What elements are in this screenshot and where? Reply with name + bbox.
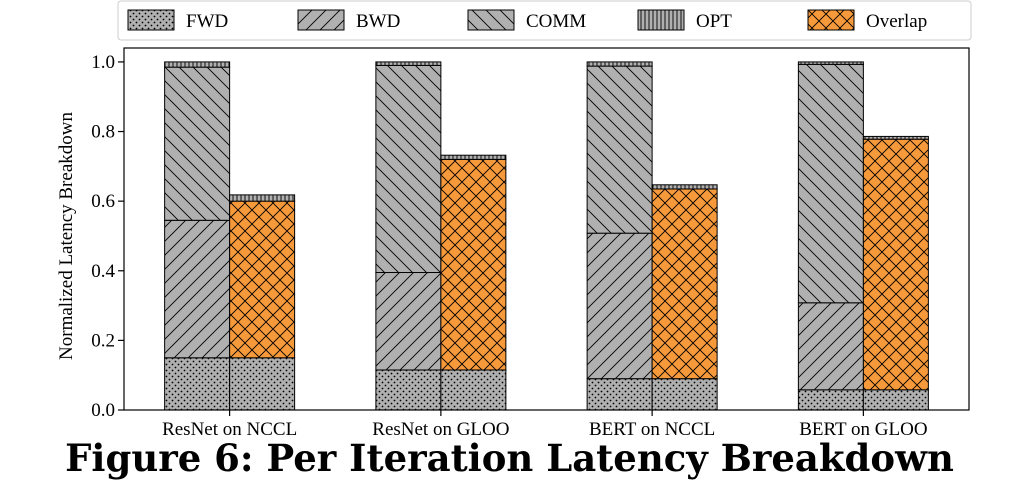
legend-label-opt: OPT: [696, 11, 732, 32]
overlap-bar-opt-segment: [440, 154, 507, 160]
overlap-bar-opt-segment: [229, 194, 296, 202]
sequential-bar-fwd-segment: [164, 357, 231, 411]
legend-label-fwd: FWD: [186, 11, 228, 32]
y-axis-label: Normalized Latency Breakdown: [56, 112, 77, 360]
sequential-bar-opt-segment: [164, 61, 231, 68]
x-ticks: ResNet on NCCL ResNet on GLOO BERT on NCCL…: [162, 410, 928, 436]
bars: [164, 61, 929, 411]
overlap-bar-fwd-segment: [229, 357, 296, 411]
sequential-bar-comm-segment: [164, 66, 231, 221]
y-tick-label: 0.8: [91, 122, 115, 143]
overlap-bar-fwd-segment: [651, 378, 718, 411]
legend: FWD BWD COMM OPT Overlap: [127, 9, 927, 32]
overlap-bar-overlap-segment: [229, 200, 296, 359]
overlap-bar-fwd-segment: [862, 389, 929, 411]
y-ticks: 0.0 0.2 0.4 0.6 0.8 1.0: [91, 52, 124, 421]
y-tick-label: 0.2: [91, 330, 115, 351]
figure-caption: Figure 6: Per Iteration Latency Breakdow…: [65, 436, 954, 480]
legend-label-overlap: Overlap: [866, 11, 927, 32]
chart: FWD BWD COMM OPT Overlap Normalized Latency …: [56, 0, 972, 436]
sequential-bar-fwd-segment: [797, 389, 864, 411]
legend-swatch-opt: [637, 9, 685, 31]
x-tick-label: ResNet on GLOO: [372, 419, 509, 436]
legend-label-bwd: BWD: [356, 11, 400, 32]
sequential-bar-opt-segment: [797, 61, 864, 65]
plot-frame: [123, 47, 970, 411]
x-tick-label: BERT on GLOO: [799, 419, 927, 436]
sequential-bar-comm-segment: [586, 65, 653, 234]
sequential-bar-fwd-segment: [586, 378, 653, 411]
x-tick-label: ResNet on NCCL: [162, 419, 297, 436]
sequential-bar-fwd-segment: [375, 369, 442, 411]
overlap-bar-opt-segment: [651, 184, 718, 190]
y-tick-label: 1.0: [91, 52, 115, 73]
sequential-bar-opt-segment: [586, 61, 653, 67]
sequential-bar-bwd-segment: [375, 272, 442, 371]
legend-swatch-fwd: [127, 9, 175, 31]
y-tick-label: 0.0: [91, 400, 115, 421]
y-tick-label: 0.4: [91, 261, 115, 282]
overlap-bar-overlap-segment: [440, 158, 507, 371]
sequential-bar-opt-segment: [375, 61, 442, 66]
legend-swatch-comm: [467, 9, 515, 31]
overlap-bar-opt-segment: [862, 135, 929, 140]
overlap-bar-overlap-segment: [651, 188, 718, 380]
legend-swatch-bwd: [297, 9, 345, 31]
sequential-bar-bwd-segment: [797, 302, 864, 391]
sequential-bar-comm-segment: [797, 63, 864, 304]
sequential-bar-bwd-segment: [164, 219, 231, 359]
overlap-bar-overlap-segment: [862, 138, 929, 391]
overlap-bar-fwd-segment: [440, 369, 507, 411]
x-tick-label: BERT on NCCL: [589, 419, 715, 436]
y-tick-label: 0.6: [91, 191, 115, 212]
sequential-bar-comm-segment: [375, 64, 442, 274]
sequential-bar-bwd-segment: [586, 232, 653, 380]
legend-swatch-overlap: [807, 9, 855, 31]
legend-label-comm: COMM: [526, 11, 586, 32]
